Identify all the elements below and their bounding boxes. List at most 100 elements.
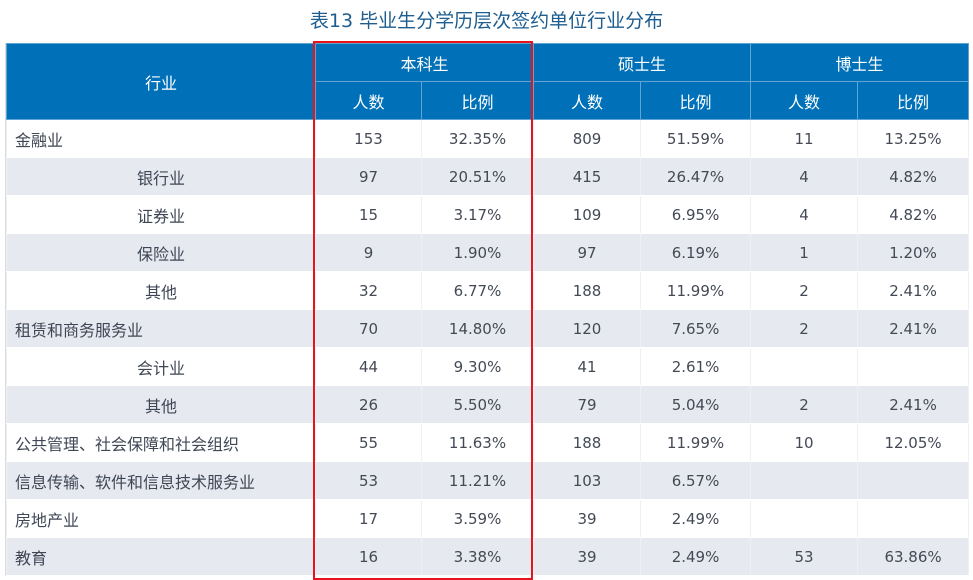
master-count-cell: 39 [533,499,642,538]
undergraduate-count-cell: 44 [315,347,422,386]
industry-cell: 教育 [6,537,316,576]
industry-cell: 金融业 [6,119,316,158]
doctor-count-cell: 4 [750,157,859,196]
industry-cell: 其他 [6,271,316,310]
industry-cell: 会计业 [6,347,316,386]
doctor-count-cell: 2 [750,385,859,424]
table-body: 金融业 153 32.35% 809 51.59% 11 13.25% 银行业 … [6,119,970,576]
master-ratio-cell: 2.49% [640,537,752,576]
table-row: 会计业 44 9.30% 41 2.61% [6,347,970,386]
master-count-cell: 109 [533,195,642,234]
industry-cell: 租赁和商务服务业 [6,309,316,348]
undergraduate-count-cell: 97 [315,157,422,196]
undergraduate-ratio-cell: 3.17% [420,195,535,234]
undergraduate-ratio-cell: 5.50% [420,385,535,424]
doctor-count-cell: 11 [750,119,859,158]
master-ratio-cell: 51.59% [640,119,752,158]
master-count-cell: 188 [533,271,642,310]
undergraduate-count-cell: 55 [315,423,422,462]
doctor-count-cell: 10 [750,423,859,462]
doctor-count-cell: 2 [750,271,859,310]
doctor-ratio-cell: 12.05% [857,423,970,462]
industry-cell: 其他 [6,385,316,424]
table-row: 租赁和商务服务业 70 14.80% 120 7.65% 2 2.41% [6,309,970,348]
table-row: 保险业 9 1.90% 97 6.19% 1 1.20% [6,233,970,272]
header-doctor-ratio: 比例 [857,81,970,120]
master-count-cell: 809 [533,119,642,158]
undergraduate-count-cell: 26 [315,385,422,424]
master-ratio-cell: 26.47% [640,157,752,196]
industry-cell: 公共管理、社会保障和社会组织 [6,423,316,462]
header-master-count: 人数 [533,81,642,120]
undergraduate-count-cell: 53 [315,461,422,500]
industry-cell: 证券业 [6,195,316,234]
header-industry: 行业 [6,43,316,120]
doctor-ratio-cell [857,461,970,500]
doctor-ratio-cell: 63.86% [857,537,970,576]
table-row: 信息传输、软件和信息技术服务业 53 11.21% 103 6.57% [6,461,970,500]
master-ratio-cell: 11.99% [640,271,752,310]
master-count-cell: 120 [533,309,642,348]
doctor-count-cell: 2 [750,309,859,348]
undergraduate-count-cell: 17 [315,499,422,538]
master-count-cell: 97 [533,233,642,272]
industry-cell: 信息传输、软件和信息技术服务业 [6,461,316,500]
undergraduate-count-cell: 70 [315,309,422,348]
master-ratio-cell: 7.65% [640,309,752,348]
industry-distribution-table: 行业 本科生 硕士生 博士生 人数 比例 人数 比例 人数 比例 金融业 153… [6,43,970,576]
doctor-count-cell: 4 [750,195,859,234]
undergraduate-ratio-cell: 11.21% [420,461,535,500]
master-ratio-cell: 2.61% [640,347,752,386]
table-row: 其他 32 6.77% 188 11.99% 2 2.41% [6,271,970,310]
table-row: 其他 26 5.50% 79 5.04% 2 2.41% [6,385,970,424]
undergraduate-count-cell: 9 [315,233,422,272]
master-count-cell: 415 [533,157,642,196]
doctor-ratio-cell [857,499,970,538]
master-ratio-cell: 6.95% [640,195,752,234]
industry-distribution-table-wrapper: 行业 本科生 硕士生 博士生 人数 比例 人数 比例 人数 比例 金融业 153… [5,43,970,576]
undergraduate-count-cell: 15 [315,195,422,234]
doctor-ratio-cell: 13.25% [857,119,970,158]
undergraduate-ratio-cell: 6.77% [420,271,535,310]
header-undergraduate-count: 人数 [315,81,422,120]
table-row: 公共管理、社会保障和社会组织 55 11.63% 188 11.99% 10 1… [6,423,970,462]
industry-cell: 保险业 [6,233,316,272]
undergraduate-ratio-cell: 3.38% [420,537,535,576]
undergraduate-ratio-cell: 11.63% [420,423,535,462]
undergraduate-count-cell: 16 [315,537,422,576]
doctor-ratio-cell: 4.82% [857,195,970,234]
undergraduate-ratio-cell: 20.51% [420,157,535,196]
doctor-ratio-cell: 2.41% [857,309,970,348]
master-ratio-cell: 11.99% [640,423,752,462]
undergraduate-count-cell: 32 [315,271,422,310]
header-doctor-count: 人数 [750,81,859,120]
doctor-count-cell: 53 [750,537,859,576]
master-count-cell: 188 [533,423,642,462]
table-row: 房地产业 17 3.59% 39 2.49% [6,499,970,538]
industry-cell: 房地产业 [6,499,316,538]
industry-cell: 银行业 [6,157,316,196]
doctor-count-cell: 1 [750,233,859,272]
undergraduate-ratio-cell: 14.80% [420,309,535,348]
master-ratio-cell: 5.04% [640,385,752,424]
doctor-count-cell [750,347,859,386]
undergraduate-ratio-cell: 3.59% [420,499,535,538]
doctor-ratio-cell: 2.41% [857,385,970,424]
doctor-ratio-cell: 4.82% [857,157,970,196]
table-row: 证券业 15 3.17% 109 6.95% 4 4.82% [6,195,970,234]
header-undergraduate-ratio: 比例 [420,81,535,120]
master-count-cell: 39 [533,537,642,576]
master-ratio-cell: 6.57% [640,461,752,500]
table-row: 教育 16 3.38% 39 2.49% 53 63.86% [6,537,970,576]
table-title: 表13 毕业生分学历层次签约单位行业分布 [309,10,664,32]
master-count-cell: 79 [533,385,642,424]
doctor-count-cell [750,461,859,500]
doctor-count-cell [750,499,859,538]
header-master-ratio: 比例 [640,81,752,120]
undergraduate-ratio-cell: 32.35% [420,119,535,158]
undergraduate-ratio-cell: 9.30% [420,347,535,386]
master-count-cell: 103 [533,461,642,500]
doctor-ratio-cell: 1.20% [857,233,970,272]
table-row: 金融业 153 32.35% 809 51.59% 11 13.25% [6,119,970,158]
header-group-undergraduate: 本科生 [314,43,535,82]
